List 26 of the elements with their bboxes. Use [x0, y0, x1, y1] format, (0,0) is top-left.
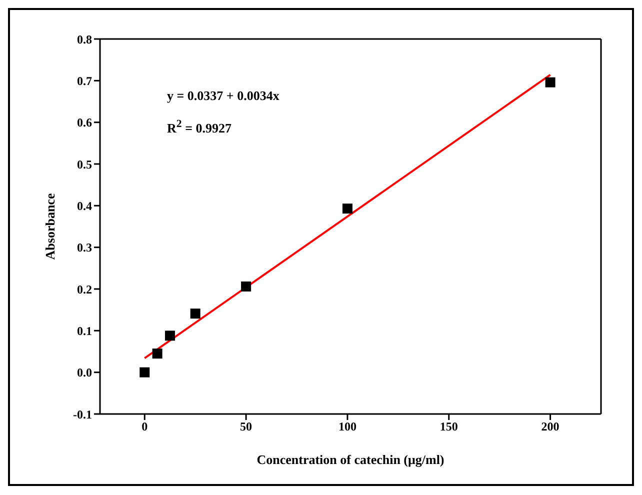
- y-tick-label: 0.1: [77, 324, 92, 338]
- point: [164, 330, 175, 341]
- x-tick-label: 50: [240, 420, 252, 434]
- y-tick-label: 0.2: [77, 282, 92, 296]
- y-tick-label: 0.3: [77, 240, 92, 255]
- point: [140, 367, 150, 378]
- point: [545, 77, 556, 88]
- y-tick-label: 0.7: [77, 74, 92, 88]
- y-tick-label: 0.6: [77, 116, 92, 130]
- point: [342, 204, 352, 214]
- point: [190, 308, 200, 319]
- annotation: R$^{2}$ = 0.9927: [167, 117, 232, 138]
- x-tick-label: 200: [541, 420, 560, 434]
- y-tick-label: 0.0: [77, 366, 92, 380]
- x-tick-label: 0: [142, 420, 148, 434]
- x-tick-label: 100: [338, 420, 356, 434]
- point: [152, 348, 162, 359]
- y-tick-label: 0.5: [77, 157, 92, 172]
- y-tick-label: -0.1: [73, 407, 92, 422]
- x-tick-label: 150: [440, 420, 458, 434]
- y-tick-label: 0.8: [77, 32, 92, 46]
- y-tick-label: 0.4: [77, 198, 92, 213]
- point: [241, 282, 252, 292]
- y-axis-title: Absorbance: [42, 193, 58, 260]
- annotation: y = 0.0337 + 0.0034x: [167, 87, 280, 105]
- x-axis-title: Concentration of catechin (μg/ml): [256, 452, 444, 467]
